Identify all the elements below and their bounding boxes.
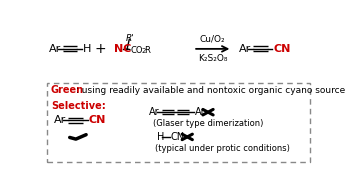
Text: Ar: Ar <box>49 44 61 54</box>
FancyBboxPatch shape <box>47 83 310 162</box>
Text: Selective:: Selective: <box>51 101 105 111</box>
Text: (Glaser type dimerization): (Glaser type dimerization) <box>153 119 263 128</box>
Text: Ar: Ar <box>195 107 205 117</box>
Text: Ar: Ar <box>54 115 66 125</box>
Text: Cu/O₂: Cu/O₂ <box>200 35 226 44</box>
Text: H: H <box>83 44 91 54</box>
Text: K₂S₂O₈: K₂S₂O₈ <box>198 54 228 63</box>
Text: +: + <box>94 42 106 56</box>
Text: (typical under protic conditions): (typical under protic conditions) <box>156 144 290 153</box>
Text: R': R' <box>125 34 134 43</box>
Text: Ar: Ar <box>149 107 159 117</box>
Text: CO: CO <box>130 46 143 55</box>
Text: NC: NC <box>113 44 131 54</box>
Text: H: H <box>157 132 164 142</box>
Text: 2: 2 <box>141 49 145 54</box>
Text: Ar: Ar <box>239 44 251 54</box>
Text: CN: CN <box>88 115 106 125</box>
Text: CN: CN <box>170 132 184 142</box>
Text: Green: Green <box>51 85 84 95</box>
Text: CN: CN <box>273 44 290 54</box>
Text: R: R <box>144 46 150 55</box>
Text: : using readily available and nontoxic organic cyano source: : using readily available and nontoxic o… <box>77 86 346 95</box>
